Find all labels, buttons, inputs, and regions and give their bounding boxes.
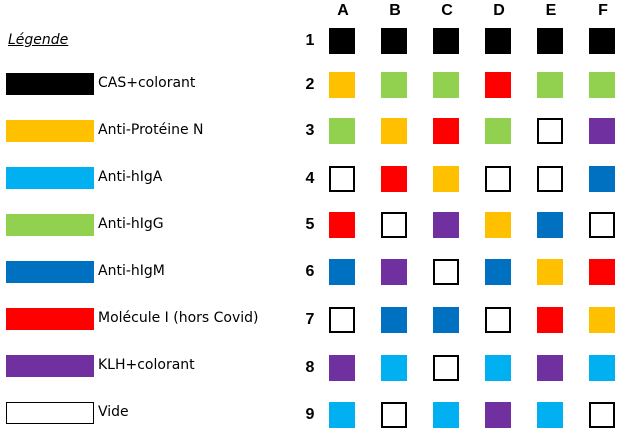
column-header-F: F [598, 2, 608, 19]
well-E3 [537, 118, 563, 144]
well-F3 [589, 118, 615, 144]
well-F4 [589, 166, 615, 192]
column-header-B: B [389, 2, 401, 19]
well-E2 [537, 72, 563, 98]
well-E9 [537, 402, 563, 428]
legend-label: Anti-Protéine N [98, 122, 204, 138]
well-C4 [433, 166, 459, 192]
well-D2 [485, 72, 511, 98]
legend-swatch [6, 308, 94, 330]
row-header-6: 6 [305, 263, 315, 280]
legend-swatch [6, 402, 94, 424]
well-B5 [381, 212, 407, 238]
legend-label: Anti-hIgG [98, 216, 164, 232]
legend-label: Molécule I (hors Covid) [98, 310, 259, 326]
column-header-D: D [493, 2, 505, 19]
legend-label: KLH+colorant [98, 357, 195, 373]
row-header-2: 2 [305, 76, 315, 93]
well-A1 [329, 28, 355, 54]
column-header-E: E [545, 2, 557, 19]
well-E6 [537, 259, 563, 285]
well-C2 [433, 72, 459, 98]
well-D7 [485, 307, 511, 333]
well-B2 [381, 72, 407, 98]
row-header-9: 9 [305, 406, 315, 423]
legend-swatch [6, 214, 94, 236]
well-A5 [329, 212, 355, 238]
well-E7 [537, 307, 563, 333]
well-F1 [589, 28, 615, 54]
legend-title: Légende [8, 32, 69, 48]
legend-swatch [6, 167, 94, 189]
well-A7 [329, 307, 355, 333]
well-B6 [381, 259, 407, 285]
legend-label: Anti-hIgM [98, 263, 165, 279]
well-C9 [433, 402, 459, 428]
column-header-A: A [337, 2, 349, 19]
well-B1 [381, 28, 407, 54]
well-C1 [433, 28, 459, 54]
legend-swatch [6, 73, 94, 95]
well-D3 [485, 118, 511, 144]
row-header-8: 8 [305, 359, 315, 376]
well-A9 [329, 402, 355, 428]
legend-swatch [6, 261, 94, 283]
well-B7 [381, 307, 407, 333]
well-F9 [589, 402, 615, 428]
well-F8 [589, 355, 615, 381]
row-header-4: 4 [305, 170, 315, 187]
legend-label: CAS+colorant [98, 75, 196, 91]
well-B3 [381, 118, 407, 144]
well-F7 [589, 307, 615, 333]
well-E5 [537, 212, 563, 238]
row-header-7: 7 [305, 311, 315, 328]
well-F5 [589, 212, 615, 238]
well-A3 [329, 118, 355, 144]
well-E4 [537, 166, 563, 192]
well-D5 [485, 212, 511, 238]
well-D9 [485, 402, 511, 428]
well-F6 [589, 259, 615, 285]
well-D6 [485, 259, 511, 285]
well-F2 [589, 72, 615, 98]
well-C8 [433, 355, 459, 381]
well-C6 [433, 259, 459, 285]
well-D8 [485, 355, 511, 381]
well-E8 [537, 355, 563, 381]
well-C5 [433, 212, 459, 238]
well-A6 [329, 259, 355, 285]
row-header-3: 3 [305, 122, 315, 139]
row-header-1: 1 [305, 32, 315, 49]
well-D4 [485, 166, 511, 192]
well-B9 [381, 402, 407, 428]
row-header-5: 5 [305, 216, 315, 233]
well-A2 [329, 72, 355, 98]
well-E1 [537, 28, 563, 54]
legend-swatch [6, 120, 94, 142]
well-C3 [433, 118, 459, 144]
legend-label: Anti-hIgA [98, 169, 163, 185]
well-A8 [329, 355, 355, 381]
well-A4 [329, 166, 355, 192]
well-B4 [381, 166, 407, 192]
legend-swatch [6, 355, 94, 377]
well-B8 [381, 355, 407, 381]
column-header-C: C [441, 2, 453, 19]
well-C7 [433, 307, 459, 333]
well-D1 [485, 28, 511, 54]
legend-label: Vide [98, 404, 129, 420]
